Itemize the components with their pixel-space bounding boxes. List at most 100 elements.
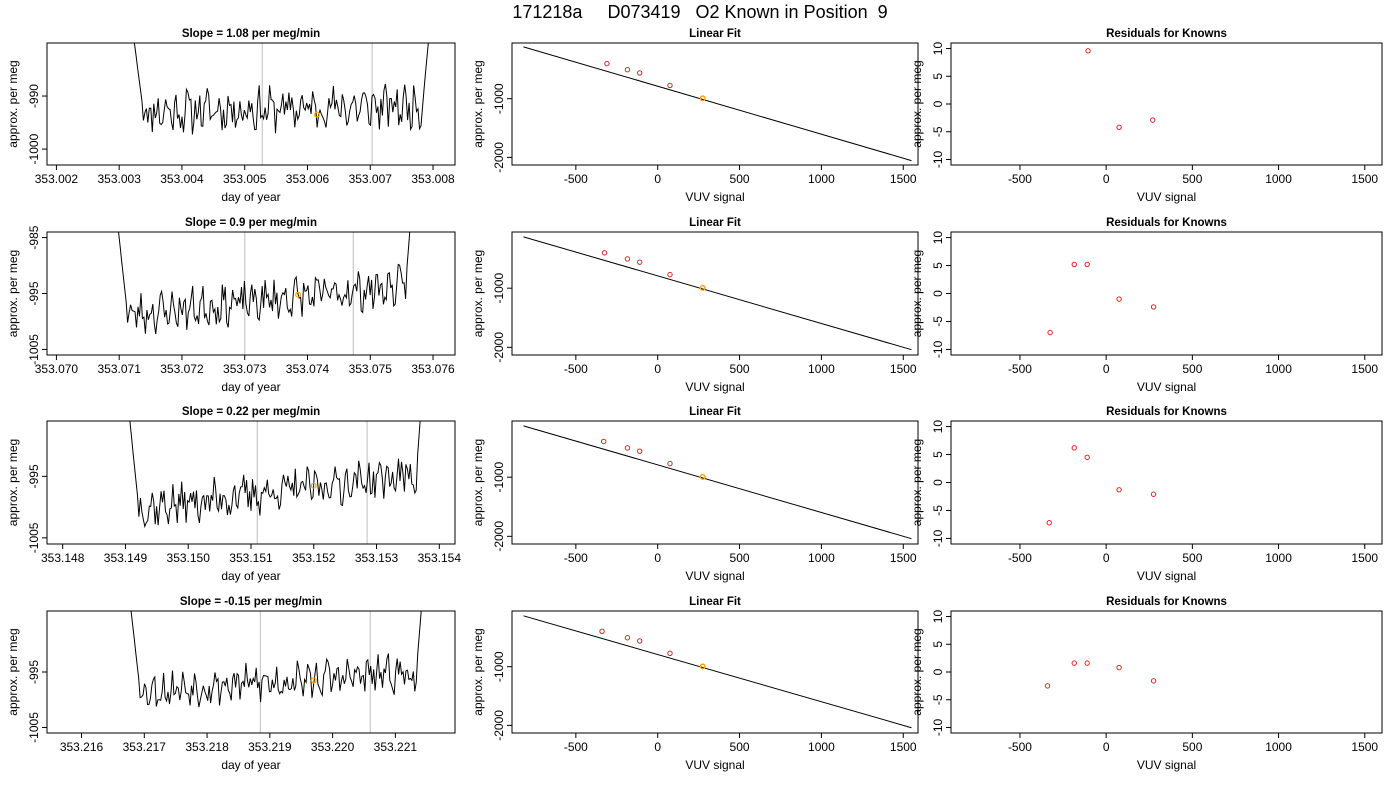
known-point [1084, 454, 1090, 461]
x-tick-label: 353.005 [223, 172, 267, 186]
y-tick-label: -1005 [27, 712, 41, 743]
x-tick-label: 353.004 [160, 172, 204, 186]
plot-data [523, 236, 912, 351]
x-tick-label: 353.073 [223, 362, 267, 376]
x-tick-label: 353.007 [349, 172, 393, 186]
x-tick-label: 353.149 [104, 551, 148, 565]
current-point [310, 482, 317, 489]
y-tick-label: -1000 [27, 133, 41, 164]
known-point [636, 70, 643, 76]
x-tick-label: 353.221 [374, 740, 418, 754]
x-tick-label: 353.074 [286, 362, 330, 376]
known-point [624, 66, 631, 73]
y-tick-label: -2000 [492, 710, 506, 741]
x-tick-label: 1500 [890, 740, 917, 754]
panel-r1-fit: Linear Fit -500 0 500 1000 1500 -1000 -2000 VUV … [471, 28, 919, 204]
current-point [699, 663, 706, 670]
known-point [1116, 296, 1122, 302]
panel-title: Residuals for Knowns [1106, 28, 1227, 40]
y-axis-label: approx. per meg [471, 439, 485, 526]
y-tick-label: -10 [931, 150, 945, 168]
x-axis-label: day of year [221, 569, 280, 583]
panel-title: Linear Fit [689, 596, 741, 608]
known-point [1085, 48, 1091, 54]
y-tick-label: -995 [27, 281, 41, 305]
x-tick-label: 1000 [808, 740, 835, 754]
x-tick-label: 353.216 [60, 740, 104, 754]
x-tick-label: -500 [1008, 362, 1032, 376]
plot-frame [511, 231, 919, 356]
x-tick-label: 0 [1103, 362, 1110, 376]
y-tick-label: -995 [27, 464, 41, 488]
panel-title: Slope = -0.15 per meg/min [180, 596, 322, 608]
y-tick-label: 5 [931, 451, 945, 458]
x-tick-label: 0 [654, 362, 661, 376]
x-tick-label: -500 [564, 362, 588, 376]
signal-trace [129, 421, 421, 529]
x-axis-label: VUV signal [1137, 190, 1196, 204]
panel-title: Residuals for Knowns [1106, 406, 1227, 418]
x-tick-label: 353.218 [185, 740, 229, 754]
plot-frame [511, 420, 919, 545]
x-tick-label: 1500 [890, 362, 917, 376]
plot-frame [950, 420, 1383, 545]
fit-line [523, 615, 912, 729]
panel-title: Residuals for Knowns [1106, 596, 1227, 608]
y-axis-label: approx. per meg [471, 628, 485, 715]
y-tick-label: 5 [931, 73, 945, 80]
known-point [624, 445, 631, 451]
current-point [295, 291, 302, 298]
current-point [310, 677, 317, 684]
x-tick-label: 0 [654, 740, 661, 754]
x-tick-label: 353.008 [411, 172, 455, 186]
known-point [601, 250, 608, 256]
plot-frame [46, 420, 456, 545]
x-axis-label: day of year [221, 758, 280, 772]
known-point [1116, 124, 1122, 130]
x-tick-label: 353.006 [286, 172, 330, 186]
x-tick-label: -500 [1008, 551, 1032, 565]
fit-line [523, 236, 912, 351]
known-point [636, 638, 643, 644]
known-point [600, 438, 607, 445]
plot-data [129, 421, 421, 544]
panel-title: Linear Fit [689, 28, 741, 40]
x-tick-label: -500 [564, 740, 588, 754]
signal-trace [133, 43, 429, 135]
known-point [1116, 487, 1122, 493]
y-tick-label: -1005 [27, 334, 41, 365]
y-tick-label: -1000 [492, 462, 506, 493]
y-tick-label: 0 [931, 479, 945, 486]
current-point [699, 284, 706, 291]
y-tick-label: 5 [931, 262, 945, 269]
known-point [667, 460, 673, 467]
panel-r2-fit: Linear Fit -500 0 500 1000 1500 -1000 -2000 VUV … [471, 217, 919, 394]
panel-r1-time: Slope = 1.08 per meg/min 353.002 353.003 35… [6, 28, 456, 204]
known-point [1084, 261, 1090, 268]
y-axis-label: approx. per meg [910, 250, 924, 337]
x-tick-label: 353.154 [418, 551, 462, 565]
x-tick-label: 353.217 [123, 740, 167, 754]
known-point [1071, 660, 1077, 666]
y-tick-label: -1005 [27, 522, 41, 553]
known-point [1047, 329, 1053, 336]
known-point [1071, 445, 1077, 451]
panel-title: Slope = 0.22 per meg/min [182, 406, 320, 418]
plot-frame [950, 42, 1383, 166]
y-tick-label: -2000 [492, 142, 506, 173]
panel-r2-time: Slope = 0.9 per meg/min 353.070 353.071 353… [6, 217, 456, 394]
x-tick-label: 500 [730, 172, 750, 186]
y-tick-label: -10 [931, 718, 945, 736]
known-point [624, 635, 631, 641]
x-tick-label: 353.151 [229, 551, 273, 565]
plot-data [118, 232, 411, 355]
x-tick-label: 353.070 [35, 362, 79, 376]
x-tick-label: 1000 [1265, 362, 1292, 376]
y-axis-label: approx. per meg [910, 60, 924, 147]
panel-r2-resid: Residuals for Knowns -500 0 500 1000 1500 10 5 0… [910, 217, 1383, 394]
y-tick-label: 5 [931, 641, 945, 648]
known-point [1150, 491, 1157, 497]
y-axis-label: approx. per meg [6, 250, 20, 337]
plot-frame [950, 610, 1383, 734]
x-tick-label: -500 [564, 172, 588, 186]
